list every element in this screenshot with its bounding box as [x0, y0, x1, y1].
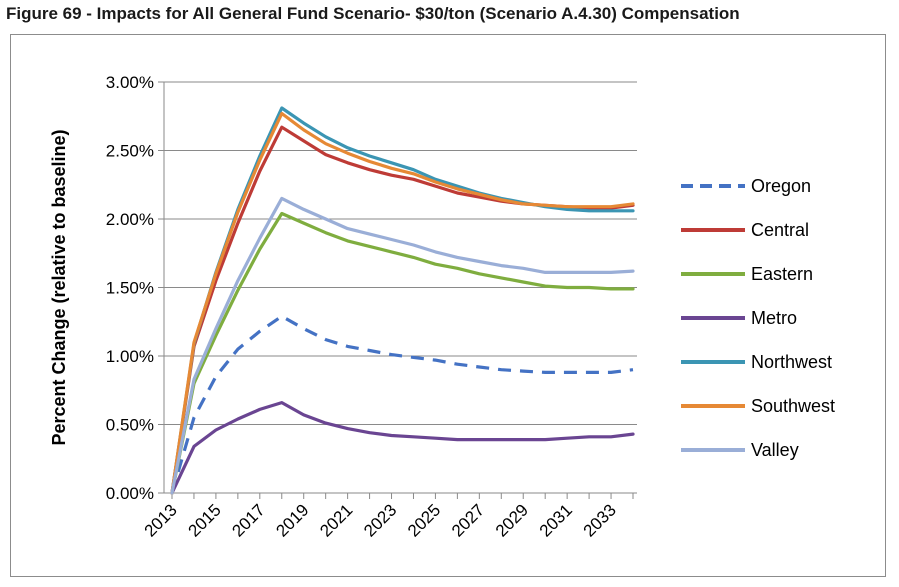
- axes: [158, 81, 637, 499]
- legend-label-oregon: Oregon: [751, 176, 811, 196]
- figure-title: Figure 69 - Impacts for All General Fund…: [6, 4, 740, 23]
- legend-label-eastern: Eastern: [751, 264, 813, 284]
- series-line-metro: [170, 401, 635, 495]
- legend-label-metro: Metro: [751, 308, 797, 328]
- x-tick-label: 2019: [272, 500, 312, 540]
- legend-label-southwest: Southwest: [751, 396, 835, 416]
- x-tick-label: 2033: [580, 500, 620, 540]
- line-chart: 0.00% 0.50% 1.00% 1.50% 2.00% 2.50% 3.00% 2013…: [49, 73, 835, 541]
- x-tick-label: 2021: [316, 500, 356, 540]
- y-tick-label: 0.00%: [106, 484, 154, 503]
- series-lines: [170, 106, 635, 495]
- legend: Oregon Central Eastern Metro Northwest Southw…: [681, 176, 835, 460]
- y-tick-labels: 0.00% 0.50% 1.00% 1.50% 2.00% 2.50% 3.00%: [106, 73, 154, 503]
- y-tick-label: 2.50%: [106, 142, 154, 161]
- x-tick-label: 2025: [404, 500, 444, 540]
- x-tick-labels: 2013 2015 2017 2019 2021 2023 2025 2027 2029 2031…: [141, 500, 620, 540]
- x-tick-label: 2029: [492, 500, 532, 540]
- chart-frame: 0.00% 0.50% 1.00% 1.50% 2.00% 2.50% 3.00% 2013…: [10, 34, 886, 577]
- y-axis-title: Percent Change (relative to baseline): [49, 129, 69, 445]
- y-tick-label: 0.50%: [106, 416, 154, 435]
- legend-label-central: Central: [751, 220, 809, 240]
- series-line-valley: [170, 196, 635, 495]
- series-line-oregon: [170, 314, 634, 494]
- y-tick-label: 1.00%: [106, 347, 154, 366]
- x-tick-label: 2023: [360, 500, 400, 540]
- x-tick-label: 2013: [141, 500, 181, 540]
- y-tick-label: 1.50%: [106, 279, 154, 298]
- legend-label-northwest: Northwest: [751, 352, 832, 372]
- y-tick-label: 3.00%: [106, 73, 154, 92]
- gridlines: [164, 81, 637, 425]
- x-tick-label: 2017: [228, 500, 268, 540]
- x-tick-label: 2027: [448, 500, 488, 540]
- series-line-eastern: [170, 211, 635, 495]
- series-line-southwest: [170, 111, 635, 495]
- x-tick-label: 2031: [536, 500, 576, 540]
- y-tick-label: 2.00%: [106, 210, 154, 229]
- x-tick-label: 2015: [185, 500, 225, 540]
- legend-label-valley: Valley: [751, 440, 799, 460]
